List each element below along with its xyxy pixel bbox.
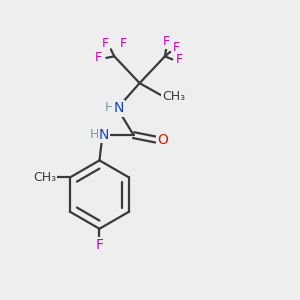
Text: F: F <box>94 51 101 64</box>
Text: F: F <box>102 38 109 50</box>
Text: N: N <box>114 101 124 116</box>
Text: H: H <box>89 128 99 141</box>
Text: CH₃: CH₃ <box>162 90 185 103</box>
Text: CH₃: CH₃ <box>33 171 56 184</box>
Text: N: N <box>99 128 109 142</box>
Text: H: H <box>104 101 114 114</box>
Text: F: F <box>172 41 180 54</box>
Text: F: F <box>95 238 104 252</box>
Text: F: F <box>120 37 127 50</box>
Text: O: O <box>157 133 168 147</box>
Text: F: F <box>163 35 170 48</box>
Text: F: F <box>176 53 183 66</box>
